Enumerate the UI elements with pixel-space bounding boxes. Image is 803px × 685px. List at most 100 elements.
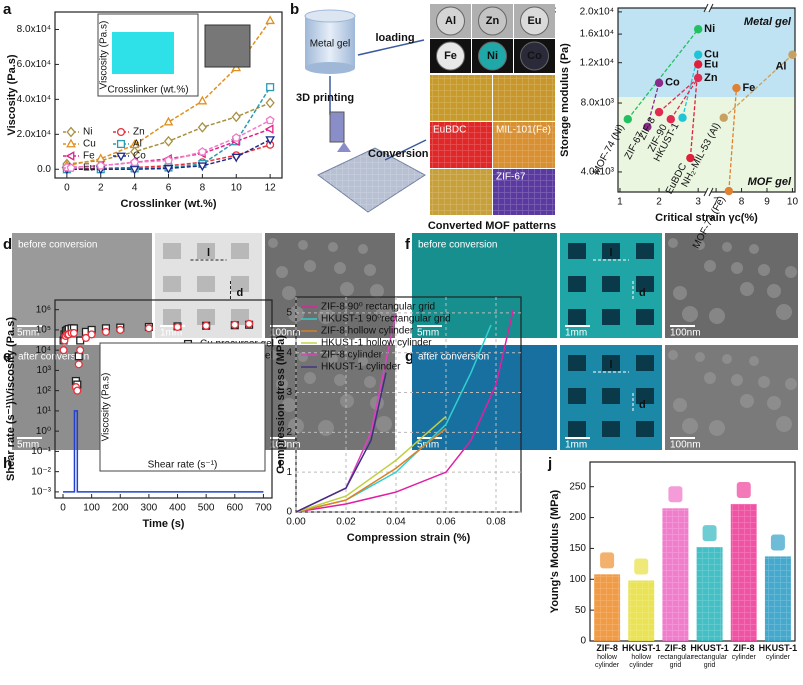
sem-grain [282, 398, 296, 412]
conversion-arrow [384, 139, 427, 161]
series-line [295, 415, 447, 513]
printing-label: 3D printing [296, 92, 354, 104]
patterns-caption: Converted MOF patterns [428, 220, 556, 232]
x-tick-label: 10 [231, 183, 243, 194]
data-point [693, 50, 703, 59]
x-tick-label: HKUST-1 cylinder [759, 643, 798, 660]
data-point [623, 114, 632, 124]
bar-texture [730, 503, 757, 641]
photo-caption: after conversion [418, 352, 489, 363]
data-point [163, 165, 174, 174]
sem-grain [318, 308, 334, 324]
pattern-label: ZIF-67 [496, 172, 526, 183]
bar-texture [628, 580, 655, 641]
metal-disc [478, 41, 507, 71]
pattern-label: MIL-101(Fe) [496, 125, 551, 136]
point-label: Fe [742, 82, 755, 94]
pattern-texture [430, 122, 492, 168]
photo [412, 233, 557, 338]
data-point [693, 25, 703, 34]
data-point [654, 78, 664, 88]
data-point [231, 133, 241, 142]
x-tick-label: 2 [98, 183, 104, 194]
x-tick-label: 0.02 [336, 517, 356, 528]
nozzle-tip [337, 142, 351, 152]
point-label: Co [665, 77, 680, 89]
pattern-texture [430, 75, 492, 121]
x-tick-label: ZIF-8 cylinder [732, 643, 757, 660]
grid-hole [568, 276, 586, 292]
region [618, 8, 795, 97]
loading-label: loading [375, 32, 414, 44]
scale-label: 100nm [670, 328, 701, 339]
sem-grain [668, 238, 678, 248]
x-tick-label: HKUST-1 hollow cylinder [622, 643, 661, 668]
grid-hole [568, 309, 586, 325]
x-tick-label: 300 [141, 503, 158, 514]
data-point [231, 111, 241, 123]
grid-hole [568, 355, 586, 371]
y-tick-label: 10⁰ [36, 426, 51, 437]
grid-hole [636, 243, 654, 259]
x-axis-label: Critical strain γc(%) [655, 212, 758, 224]
plot-frame [589, 461, 796, 642]
data-point [693, 60, 703, 69]
series-line [295, 372, 387, 513]
sem-grain [722, 242, 732, 252]
legend-marker [66, 126, 76, 138]
y-tick-label: 0 [580, 636, 586, 647]
data-point [719, 113, 728, 122]
y-tick-label: 2.0x10⁴ [580, 7, 614, 18]
y-tick-label: 4.0x10⁴ [17, 94, 51, 105]
axis-break-mark [703, 187, 709, 197]
y-axis-label: Young's Modulus (MPa) [549, 489, 561, 613]
axis-break-mark [708, 187, 714, 197]
gel-cylinder [305, 16, 355, 68]
y-tick-label: 10⁻¹ [31, 446, 51, 457]
sem-grain [304, 260, 316, 272]
metal-label: Fe [444, 50, 457, 62]
sem-grain [358, 356, 368, 366]
y-axis-label: Shear rate (s⁻¹)\Viscosity (Pa.s) [5, 317, 17, 481]
data-point [197, 95, 208, 105]
grid-hole [163, 243, 181, 259]
scale-label: 1mm [565, 440, 587, 451]
pattern-texture [493, 75, 555, 121]
panel-letter: d [3, 236, 12, 253]
inset-region [112, 32, 174, 74]
data-point [144, 324, 153, 333]
grid-hole [197, 243, 215, 259]
panel-letter: b [290, 1, 299, 18]
sem-grain [268, 238, 278, 248]
y-tick-label: 200 [569, 512, 586, 523]
data-point [74, 360, 83, 369]
legend-marker [116, 139, 126, 149]
point-label: Cu [704, 49, 719, 61]
sem-grain [298, 240, 308, 250]
x-tick-label: 9 [764, 197, 770, 208]
sem-grain [340, 282, 354, 296]
data-point [69, 328, 78, 338]
x-tick-label: 200 [112, 503, 129, 514]
data-point [73, 386, 82, 395]
grid-hole [636, 276, 654, 292]
y-tick-label: 4 [286, 347, 292, 358]
grid-hole [602, 388, 620, 404]
y-tick-label: 8.0x10⁴ [17, 24, 51, 35]
y-axis-label: Compression stress (MPa) [275, 335, 287, 474]
sem-grain [376, 304, 392, 320]
scale-label: 1mm [565, 328, 587, 339]
y-tick-label: 150 [569, 543, 586, 554]
series-line [295, 427, 447, 513]
dim-label: l [207, 247, 210, 259]
x-tick-label: 7 [713, 197, 719, 208]
axis-break-mark [708, 3, 714, 13]
region-label: Metal gel [744, 16, 792, 28]
sem-grain [749, 356, 759, 366]
sem-grain [358, 244, 368, 254]
metal-gel-label: Metal gel [310, 39, 351, 50]
grid-hole [602, 421, 620, 437]
x-tick-label: 0.08 [486, 517, 506, 528]
sem-grain [370, 284, 384, 298]
y-tick-label: 10⁵ [36, 325, 51, 336]
